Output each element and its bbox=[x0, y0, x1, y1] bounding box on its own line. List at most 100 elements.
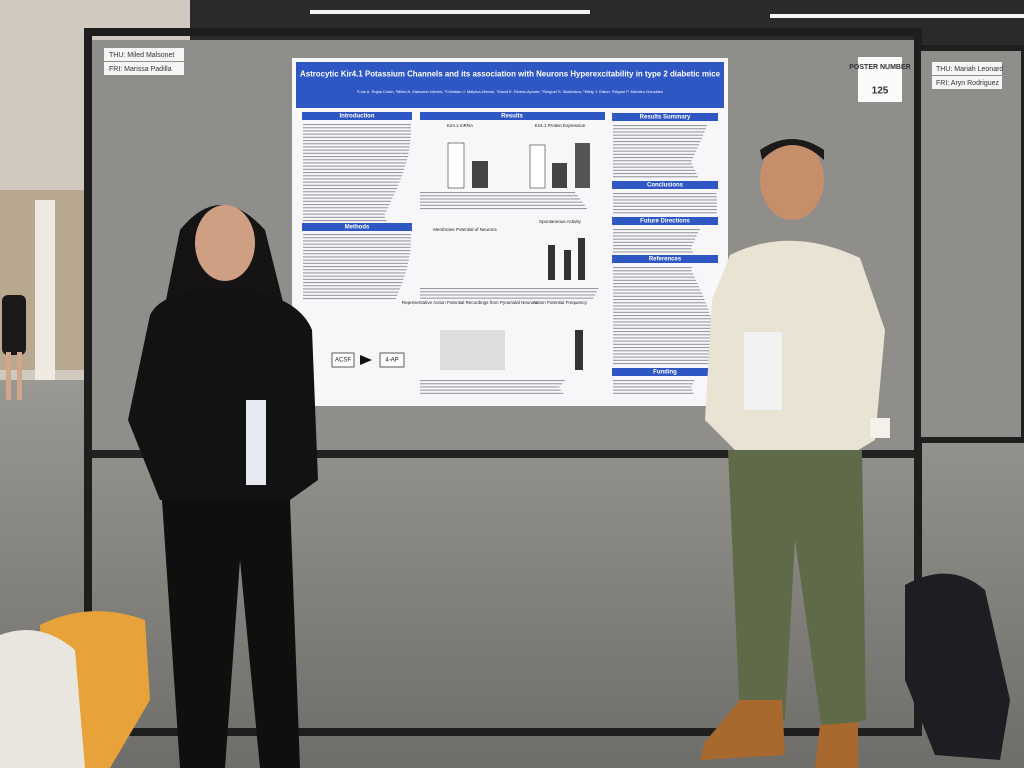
text-line bbox=[303, 246, 411, 248]
text-line bbox=[613, 173, 697, 175]
text-line bbox=[613, 193, 717, 195]
text-line bbox=[303, 140, 411, 142]
text-line bbox=[613, 347, 717, 349]
text-line bbox=[613, 276, 695, 278]
figure-title: Action Potential Frequency bbox=[533, 300, 588, 305]
text-line bbox=[303, 197, 393, 199]
cup bbox=[870, 418, 890, 438]
section-title: Introduction bbox=[340, 114, 375, 120]
section-title: Funding bbox=[653, 370, 677, 376]
section-title: Future Directions bbox=[640, 219, 690, 225]
text-line bbox=[303, 124, 411, 126]
text-line bbox=[420, 208, 587, 210]
text-line bbox=[613, 169, 695, 171]
figure-bar bbox=[548, 245, 555, 280]
board-rail bbox=[92, 450, 914, 458]
figure-title: Spontaneous Activity bbox=[539, 219, 582, 224]
text-line bbox=[303, 149, 410, 151]
distant-person bbox=[6, 352, 11, 400]
poster-title: Astrocytic Kir4.1 Potassium Channels and… bbox=[300, 68, 720, 78]
pillar bbox=[35, 200, 55, 385]
backpack bbox=[0, 630, 85, 768]
text-line bbox=[613, 286, 700, 288]
poster-number-label: POSTER NUMBER bbox=[849, 64, 910, 71]
text-line bbox=[613, 353, 717, 355]
presenter-sign-text: THU: Miled Malsonet bbox=[109, 52, 174, 59]
text-line bbox=[613, 343, 717, 345]
hair bbox=[760, 139, 824, 160]
text-line bbox=[613, 166, 694, 168]
text-line bbox=[613, 134, 704, 136]
presenter-sign bbox=[104, 62, 184, 75]
text-line bbox=[613, 295, 704, 297]
text-line bbox=[303, 220, 387, 222]
text-line bbox=[613, 229, 700, 231]
presenter-sign bbox=[932, 62, 1002, 75]
poster-number-sign bbox=[858, 57, 902, 102]
text-line bbox=[303, 130, 411, 132]
text-line bbox=[303, 288, 400, 290]
text-line bbox=[420, 386, 560, 388]
text-line bbox=[613, 235, 697, 237]
text-line bbox=[303, 298, 396, 300]
text-line bbox=[420, 297, 594, 299]
section-header bbox=[302, 223, 412, 231]
text-line bbox=[303, 269, 407, 271]
text-line bbox=[613, 356, 717, 358]
section-header bbox=[612, 255, 718, 263]
text-line bbox=[613, 241, 694, 243]
text-line bbox=[303, 191, 396, 193]
text-line bbox=[420, 291, 597, 293]
text-line bbox=[420, 294, 596, 296]
text-line bbox=[420, 192, 576, 194]
boot bbox=[815, 722, 858, 768]
text-line bbox=[613, 386, 692, 388]
protocol-box bbox=[331, 352, 355, 368]
text-line bbox=[613, 289, 701, 291]
figure-bar bbox=[472, 161, 488, 188]
text-line bbox=[613, 163, 692, 165]
text-line bbox=[613, 321, 713, 323]
text-line bbox=[303, 210, 387, 212]
blazer bbox=[128, 290, 318, 500]
text-line bbox=[613, 147, 698, 149]
section-header bbox=[612, 181, 718, 189]
text-line bbox=[613, 302, 706, 304]
text-line bbox=[303, 272, 406, 274]
text-line bbox=[303, 291, 399, 293]
text-line bbox=[613, 363, 717, 365]
figure-bar bbox=[578, 238, 585, 280]
text-line bbox=[613, 125, 708, 127]
text-line bbox=[303, 175, 402, 177]
text-line bbox=[420, 389, 561, 391]
text-line bbox=[303, 243, 411, 245]
figure-bar bbox=[564, 250, 571, 280]
text-line bbox=[303, 234, 411, 236]
text-line bbox=[613, 299, 705, 301]
text-line bbox=[303, 168, 405, 170]
protocol-label: 4-AP bbox=[385, 358, 398, 364]
ceiling-light bbox=[310, 10, 590, 14]
text-line bbox=[613, 273, 694, 275]
protocol-box bbox=[379, 352, 405, 368]
text-line bbox=[613, 279, 697, 281]
figure-bar bbox=[447, 142, 465, 189]
text-line bbox=[613, 202, 717, 204]
text-line bbox=[303, 143, 411, 145]
text-line bbox=[303, 165, 406, 167]
text-line bbox=[613, 315, 711, 317]
trousers bbox=[162, 500, 300, 768]
text-line bbox=[613, 389, 693, 391]
presenter-sign-text: FRI: Aryn Rodriguez bbox=[936, 80, 1000, 87]
text-line bbox=[613, 308, 709, 310]
text-line bbox=[613, 305, 708, 307]
figure-title: Kir4.1 Protein Expression bbox=[535, 123, 586, 128]
section-header bbox=[612, 217, 718, 225]
text-line bbox=[420, 288, 599, 290]
poster-number: 125 bbox=[872, 86, 889, 97]
presenter-sign-text: FRI: Marissa Padilla bbox=[109, 66, 172, 73]
text-line bbox=[613, 392, 694, 394]
text-line bbox=[613, 176, 698, 178]
text-line bbox=[303, 133, 411, 135]
section-title: References bbox=[649, 257, 682, 263]
